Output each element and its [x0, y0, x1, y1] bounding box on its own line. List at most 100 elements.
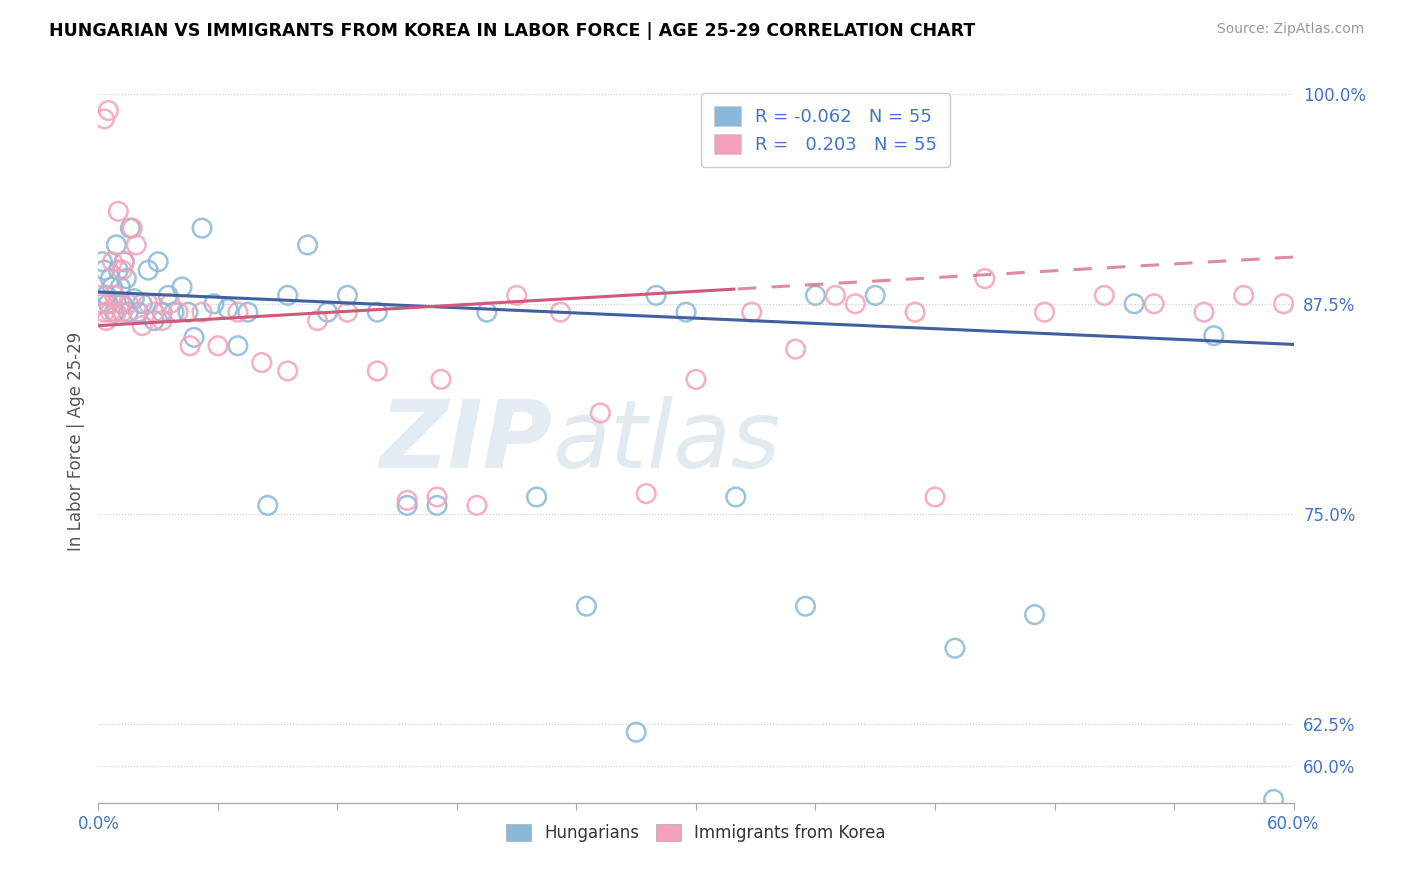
Point: [131, 318, 153, 333]
Point: [1024, 607, 1046, 622]
Text: ZIP: ZIP: [380, 395, 553, 488]
Point: [143, 305, 166, 319]
Point: [91, 297, 114, 311]
Point: [277, 364, 299, 378]
Point: [1123, 297, 1146, 311]
Point: [277, 288, 299, 302]
Point: [111, 305, 134, 319]
Point: [103, 305, 125, 319]
Point: [103, 288, 125, 302]
Point: [111, 263, 134, 277]
Point: [804, 288, 827, 302]
Legend: Hungarians, Immigrants from Korea: Hungarians, Immigrants from Korea: [499, 817, 893, 848]
Point: [785, 342, 807, 356]
Point: [1263, 792, 1285, 806]
Point: [236, 305, 259, 319]
Point: [430, 372, 453, 386]
Point: [98, 305, 122, 319]
Point: [136, 263, 159, 277]
Text: atlas: atlas: [553, 396, 780, 487]
Point: [150, 305, 173, 319]
Point: [526, 490, 548, 504]
Point: [426, 490, 449, 504]
Point: [127, 305, 149, 319]
Point: [148, 254, 170, 268]
Point: [794, 599, 817, 614]
Point: [167, 305, 190, 319]
Point: [741, 305, 763, 319]
Point: [724, 490, 747, 504]
Point: [107, 263, 129, 277]
Point: [183, 330, 205, 344]
Point: [143, 313, 166, 327]
Point: [117, 297, 139, 311]
Point: [179, 339, 201, 353]
Point: [105, 238, 128, 252]
Point: [1202, 328, 1225, 343]
Point: [636, 486, 658, 500]
Point: [101, 280, 124, 294]
Point: [97, 103, 120, 118]
Point: [93, 112, 115, 126]
Point: [98, 271, 122, 285]
Point: [207, 339, 229, 353]
Point: [112, 254, 135, 268]
Point: [226, 305, 249, 319]
Point: [924, 490, 946, 504]
Point: [177, 305, 200, 319]
Point: [217, 301, 239, 316]
Point: [105, 305, 128, 319]
Point: [1143, 297, 1166, 311]
Point: [125, 238, 148, 252]
Point: [626, 725, 648, 739]
Point: [943, 641, 966, 656]
Point: [191, 305, 214, 319]
Text: Source: ZipAtlas.com: Source: ZipAtlas.com: [1216, 22, 1364, 37]
Point: [124, 292, 146, 306]
Point: [110, 297, 132, 311]
Point: [475, 305, 498, 319]
Point: [101, 254, 124, 268]
Point: [973, 271, 995, 285]
Point: [506, 288, 529, 302]
Point: [1192, 305, 1215, 319]
Point: [589, 406, 612, 420]
Point: [366, 305, 388, 319]
Point: [844, 297, 866, 311]
Point: [97, 297, 120, 311]
Point: [675, 305, 697, 319]
Point: [685, 372, 707, 386]
Point: [96, 313, 118, 327]
Point: [396, 499, 419, 513]
Point: [96, 288, 118, 302]
Point: [150, 313, 173, 327]
Point: [172, 280, 194, 294]
Point: [1272, 297, 1295, 311]
Point: [824, 288, 846, 302]
Point: [117, 305, 139, 319]
Point: [307, 313, 329, 327]
Point: [865, 288, 887, 302]
Point: [645, 288, 668, 302]
Point: [163, 305, 186, 319]
Point: [112, 254, 135, 268]
Point: [336, 288, 359, 302]
Point: [157, 288, 180, 302]
Point: [316, 305, 339, 319]
Point: [91, 254, 114, 268]
Point: [426, 499, 449, 513]
Point: [93, 263, 115, 277]
Point: [110, 280, 132, 294]
Point: [202, 297, 225, 311]
Point: [1033, 305, 1056, 319]
Point: [465, 499, 488, 513]
Point: [396, 493, 419, 508]
Y-axis label: In Labor Force | Age 25-29: In Labor Force | Age 25-29: [66, 332, 84, 551]
Point: [120, 221, 142, 235]
Point: [226, 339, 249, 353]
Point: [107, 204, 129, 219]
Point: [93, 305, 115, 319]
Point: [121, 221, 143, 235]
Point: [1092, 288, 1115, 302]
Point: [550, 305, 572, 319]
